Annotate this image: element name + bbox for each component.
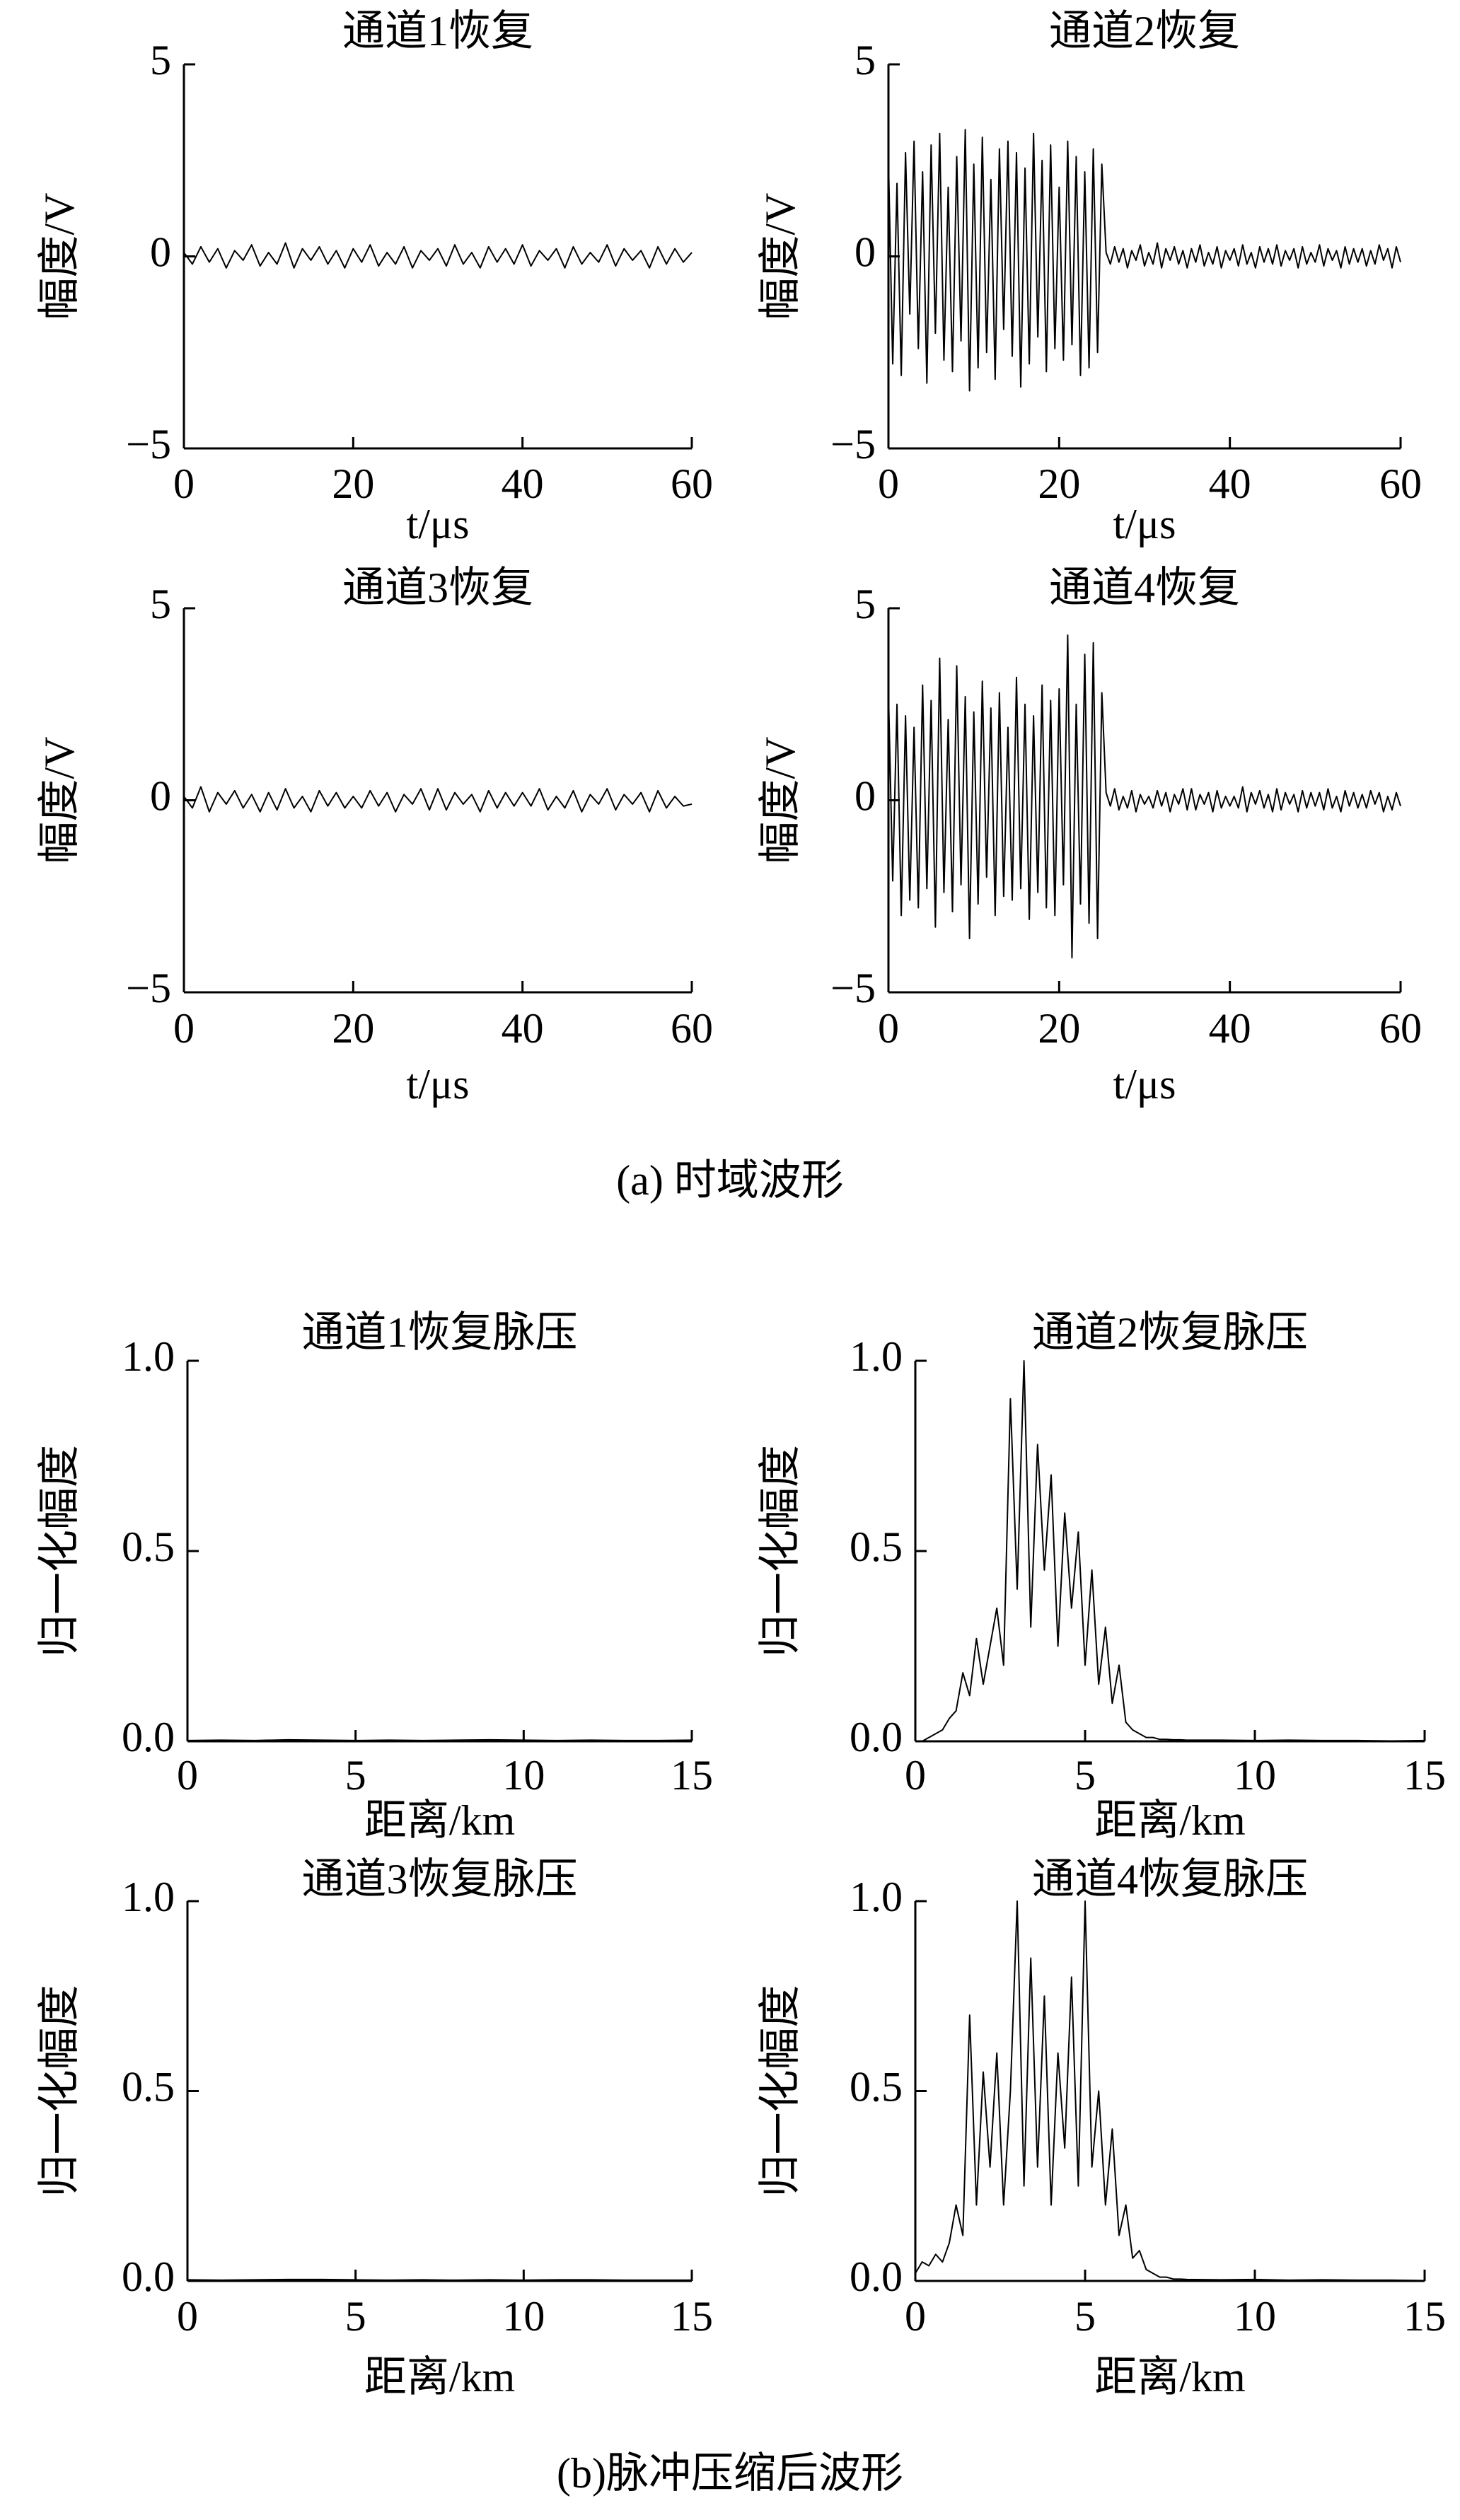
y-tick-label: 5: [150, 581, 171, 627]
y-axis-label: 幅度/V: [36, 193, 83, 320]
y-axis-label: 归一化幅度: [36, 1985, 83, 2197]
y-axis-label: 幅度/V: [757, 737, 804, 864]
chart-title: 通道4恢复: [1049, 564, 1240, 611]
y-axis-label: 幅度/V: [36, 737, 83, 864]
x-axis-label: t/μs: [1113, 501, 1176, 547]
chart-title: 通道3恢复: [342, 564, 533, 611]
y-tick-label: 0.5: [850, 1523, 903, 1570]
y-tick-label: −5: [126, 965, 171, 1011]
signal-line: [183, 242, 693, 269]
x-tick-label: 20: [332, 1005, 374, 1052]
y-tick-label: 5: [854, 581, 876, 627]
x-axis-label: 距离/km: [364, 1797, 515, 1844]
y-axis-label: 归一化幅度: [757, 1445, 804, 1657]
caption: (b)脉冲压缩后波形: [557, 2450, 903, 2497]
y-tick-label: 0.0: [122, 1714, 175, 1760]
y-tick-label: 0.0: [850, 1714, 903, 1760]
y-tick-label: 0: [150, 228, 171, 275]
chart-title: 通道3恢复脉压: [302, 1856, 578, 1903]
x-tick-label: 0: [878, 1005, 899, 1052]
y-tick-label: 0: [854, 772, 876, 819]
y-tick-label: 5: [150, 37, 171, 83]
x-tick-label: 5: [1074, 2293, 1096, 2340]
y-tick-label: 0: [854, 228, 876, 275]
y-tick-label: −5: [830, 965, 876, 1011]
x-axis-label: t/μs: [407, 1061, 470, 1108]
signal-line: [888, 634, 1401, 959]
x-tick-label: 10: [1234, 1752, 1276, 1799]
y-tick-label: −5: [126, 421, 171, 468]
y-tick-label: 0.0: [122, 2253, 175, 2300]
x-tick-label: 0: [173, 1005, 195, 1052]
x-tick-label: 60: [1379, 460, 1422, 507]
x-tick-label: 10: [1234, 2293, 1276, 2340]
x-tick-label: 20: [1038, 460, 1080, 507]
x-tick-label: 5: [345, 1752, 366, 1799]
x-axis-label: t/μs: [407, 501, 470, 547]
y-tick-label: 0.0: [850, 2253, 903, 2300]
y-axis-label: 归一化幅度: [757, 1985, 804, 2197]
x-tick-label: 60: [671, 460, 713, 507]
y-tick-label: 1.0: [850, 1874, 903, 1920]
x-tick-label: 0: [905, 2293, 926, 2340]
x-tick-label: 5: [1074, 1752, 1096, 1799]
x-tick-label: 40: [502, 460, 544, 507]
x-tick-label: 40: [1209, 460, 1251, 507]
y-tick-label: 5: [854, 37, 876, 83]
x-tick-label: 60: [671, 1005, 713, 1052]
x-axis-label: 距离/km: [1094, 2354, 1245, 2400]
caption: (a) 时域波形: [616, 1157, 844, 1204]
chart-title: 通道4恢复脉压: [1032, 1856, 1308, 1903]
y-tick-label: 0.5: [122, 2063, 175, 2110]
chart-title: 通道2恢复: [1049, 8, 1240, 54]
x-tick-label: 20: [332, 460, 374, 507]
y-tick-label: 0: [150, 772, 171, 819]
x-tick-label: 40: [502, 1005, 544, 1052]
y-tick-label: 1.0: [122, 1333, 175, 1380]
x-tick-label: 10: [502, 1752, 545, 1799]
y-tick-label: 0.5: [850, 2063, 903, 2110]
x-tick-label: 0: [173, 460, 195, 507]
x-tick-label: 15: [671, 2293, 713, 2340]
chart-title: 通道1恢复脉压: [302, 1309, 578, 1356]
x-tick-label: 0: [905, 1752, 926, 1799]
x-tick-label: 15: [671, 1752, 713, 1799]
x-axis-label: 距离/km: [1094, 1797, 1245, 1844]
signal-line: [915, 1360, 1425, 1742]
chart-title: 通道2恢复脉压: [1032, 1309, 1308, 1356]
signal-line: [888, 129, 1401, 392]
signal-line: [183, 786, 693, 813]
x-tick-label: 40: [1209, 1005, 1251, 1052]
y-tick-label: 1.0: [122, 1874, 175, 1920]
signal-line: [915, 1900, 1425, 2282]
x-tick-label: 0: [177, 2293, 198, 2340]
x-tick-label: 15: [1403, 2293, 1446, 2340]
x-axis-label: t/μs: [1113, 1061, 1176, 1108]
x-tick-label: 20: [1038, 1005, 1080, 1052]
y-axis-label: 归一化幅度: [36, 1445, 83, 1657]
x-tick-label: 5: [345, 2293, 366, 2340]
x-tick-label: 15: [1403, 1752, 1446, 1799]
y-tick-label: 1.0: [850, 1333, 903, 1380]
x-tick-label: 0: [878, 460, 899, 507]
y-axis-label: 幅度/V: [757, 193, 804, 320]
y-tick-label: 0.5: [122, 1523, 175, 1570]
x-tick-label: 60: [1379, 1005, 1422, 1052]
x-axis-label: 距离/km: [364, 2354, 515, 2400]
chart-title: 通道1恢复: [342, 8, 533, 54]
x-tick-label: 10: [502, 2293, 545, 2340]
y-tick-label: −5: [830, 421, 876, 468]
x-tick-label: 0: [177, 1752, 198, 1799]
